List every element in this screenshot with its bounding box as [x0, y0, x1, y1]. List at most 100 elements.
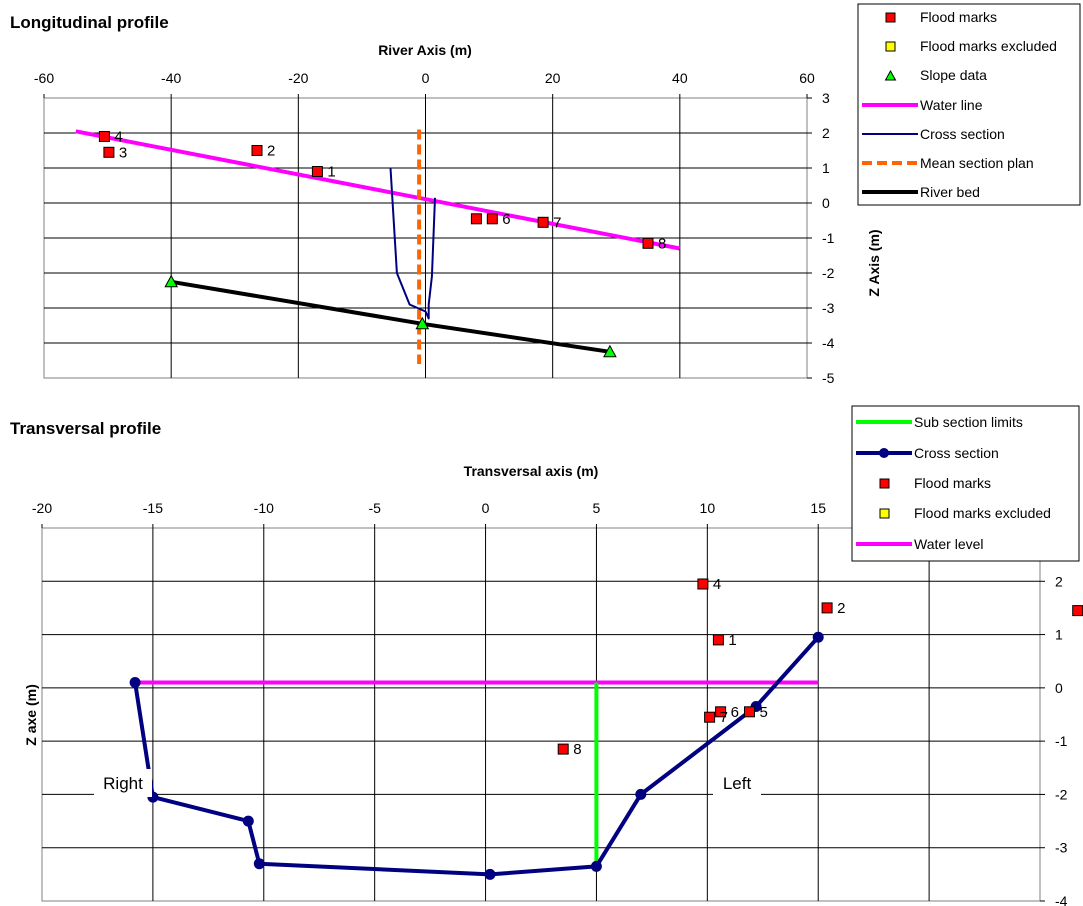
x-tick-labels: -60 -40 -20 0 20 40 60 [34, 70, 815, 86]
legend-label: Flood marks [914, 475, 991, 491]
legend-transversal: Sub section limits Cross section Flood m… [851, 405, 1080, 562]
y-tick-label: 2 [1055, 573, 1063, 589]
legend-label: Cross section [914, 445, 999, 461]
x-tick-label: 15 [810, 500, 826, 516]
flood-mark-point [486, 213, 498, 225]
x-axis-label: Transversal axis (m) [464, 463, 599, 479]
y-tick-label: -3 [822, 300, 835, 316]
legend-item-water-level: Water level [856, 536, 984, 552]
chart-title-longitudinal: Longitudinal profile [10, 13, 169, 32]
y-tick-label: -3 [1055, 840, 1068, 856]
annotation-bg [713, 769, 761, 797]
legend-item-flood-marks: Flood marks [885, 9, 997, 25]
legend-item-cross-section: Cross section [862, 126, 1005, 142]
legend-item-flood-marks-excluded: Flood marks excluded [879, 505, 1051, 521]
cross-section-point [253, 858, 265, 870]
river-bed-line [170, 279, 611, 354]
flood-mark-label: 4 [114, 129, 122, 146]
flood-mark-point [470, 213, 482, 225]
flood-mark-point [744, 706, 755, 718]
legend-item-mean-section-plan: Mean section plan [862, 155, 1034, 171]
flood-mark-point [103, 146, 115, 158]
x-tick-label: 40 [672, 70, 688, 86]
y-tick-label: 2 [822, 125, 830, 141]
annotation-bg [94, 769, 152, 797]
flood-mark-point [557, 743, 569, 755]
legend-item-sub-section-limits: Sub section limits [856, 414, 1023, 430]
y-tick-label: 0 [822, 195, 830, 211]
cross-section-line [133, 635, 820, 877]
flood-mark-point [311, 166, 323, 177]
legend-label: Water level [914, 536, 984, 552]
x-tick-label: -20 [32, 500, 52, 516]
flood-mark-point [821, 602, 833, 614]
x-tick-label: 10 [700, 500, 716, 516]
series-layer: 43215678 [75, 129, 681, 364]
x-tick-label: -20 [288, 70, 308, 86]
legend-label: Cross section [920, 126, 1005, 142]
x-tick-label: -40 [161, 70, 181, 86]
x-tick-label: -5 [368, 500, 381, 516]
legend-box [851, 405, 1080, 562]
gridlines [41, 524, 1045, 902]
flood-mark-label: 1 [327, 164, 335, 181]
flood-mark-swatch [879, 478, 890, 489]
plot-area [41, 527, 1041, 902]
legend-longitudinal: Flood marks Flood marks excluded Slope d… [857, 3, 1081, 206]
legend-label: Flood marks excluded [914, 505, 1051, 521]
x-tick-label: 0 [482, 500, 490, 516]
x-tick-label: 0 [422, 70, 430, 86]
flood-mark-label: 8 [658, 235, 666, 252]
legend-label: Slope data [920, 67, 987, 83]
x-tick-label: -60 [34, 70, 54, 86]
slope-data-swatch [884, 69, 897, 81]
legend-label: Mean section plan [920, 155, 1034, 171]
gridlines [43, 94, 812, 379]
flood-mark-point [697, 578, 709, 590]
y-axis-label: Z axe (m) [23, 684, 39, 745]
x-tick-label: 60 [799, 70, 815, 86]
transversal-profile-chart: Transversal profile Transversal axis (m)… [10, 419, 1083, 906]
annotation-left: Left [713, 769, 761, 797]
flood-mark-excluded-swatch [879, 508, 890, 519]
y-axis-label: Z Axis (m) [866, 229, 882, 296]
y-tick-label: -4 [822, 335, 835, 351]
flood-mark-label: 4 [713, 576, 721, 593]
x-tick-label: 20 [545, 70, 561, 86]
flood-mark-label: 6 [502, 211, 510, 228]
longitudinal-profile-chart: Longitudinal profile River Axis (m) Z Ax… [10, 13, 882, 386]
flood-mark-point [537, 216, 549, 228]
cross-section-point [812, 631, 824, 643]
flood-mark-point [715, 706, 727, 718]
y-tick-label: 0 [1055, 680, 1063, 696]
y-tick-label: -2 [822, 265, 835, 281]
annotation-right-label: Right [103, 774, 143, 793]
x-tick-label: -10 [254, 500, 274, 516]
flood-mark-label: 6 [731, 704, 739, 721]
cross-section-point [590, 860, 602, 872]
chart-title-transversal: Transversal profile [10, 419, 161, 438]
legend-label: Water line [920, 97, 983, 113]
y-tick-label: 1 [1055, 627, 1063, 643]
flood-mark-point [712, 634, 724, 646]
flood-mark-label: 7 [720, 709, 728, 726]
legend-label: Flood marks [920, 9, 997, 25]
cross-section-point [484, 868, 496, 880]
annotation-right: Right [94, 769, 152, 797]
slope-data-point [164, 274, 179, 288]
legend-item-river-bed: River bed [862, 184, 980, 200]
flood-mark-point [98, 131, 110, 142]
cross-section-line [389, 167, 436, 320]
legend-label: Flood marks excluded [920, 38, 1057, 54]
legend-item-slope-data: Slope data [884, 67, 987, 83]
flood-mark-label: 2 [267, 143, 275, 160]
flood-mark-point [704, 711, 716, 723]
flood-mark-excluded-swatch [885, 41, 896, 52]
cross-section-point [129, 677, 141, 688]
y-tick-label: 3 [822, 90, 830, 106]
legend-item-cross-section: Cross section [856, 445, 999, 461]
legend-item-water-line: Water line [862, 97, 983, 113]
x-axis-label: River Axis (m) [378, 42, 472, 58]
flood-mark-label: 2 [837, 600, 845, 617]
flood-mark-label: 5 [760, 704, 768, 721]
